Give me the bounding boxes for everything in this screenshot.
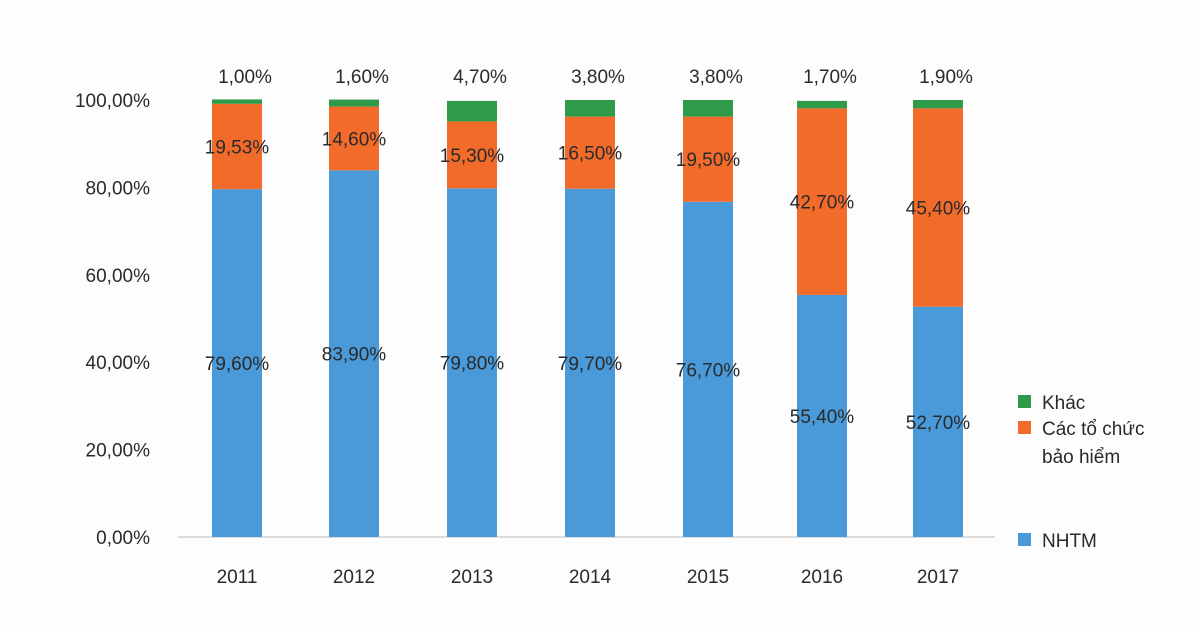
bar-segment-khác xyxy=(329,99,379,107)
data-label: 4,70% xyxy=(453,67,507,88)
legend-swatch xyxy=(1018,395,1031,408)
data-label: 83,90% xyxy=(322,345,387,366)
bar-segment-các-tổ-chức-bảo-hiểm xyxy=(447,121,497,189)
x-tick-label: 2011 xyxy=(217,567,258,588)
bar-segment-các-tổ-chức-bảo-hiểm xyxy=(212,103,262,190)
x-tick-label: 2017 xyxy=(917,567,959,588)
y-tick-label: 80,00% xyxy=(86,178,151,199)
x-tick-label: 2012 xyxy=(333,567,375,588)
bar-segment-các-tổ-chức-bảo-hiểm xyxy=(565,116,615,189)
data-label: 79,70% xyxy=(558,354,623,375)
y-tick-label: 20,00% xyxy=(86,441,151,462)
y-tick-label: 40,00% xyxy=(86,353,151,374)
bar-segment-các-tổ-chức-bảo-hiểm xyxy=(797,108,847,295)
legend-label: NHTM xyxy=(1042,531,1097,552)
x-tick-label: 2014 xyxy=(569,567,612,588)
legend-label: bảo hiểm xyxy=(1042,447,1120,468)
data-label: 1,00% xyxy=(218,67,272,88)
data-label: 1,90% xyxy=(919,67,973,88)
bar-segment-khác xyxy=(797,100,847,109)
bar-segment-các-tổ-chức-bảo-hiểm xyxy=(329,106,379,171)
data-label: 52,70% xyxy=(906,413,971,434)
data-label: 14,60% xyxy=(322,129,387,150)
data-label: 19,50% xyxy=(676,150,741,171)
bar-segment-nhtm xyxy=(447,188,497,538)
x-tick-label: 2016 xyxy=(801,567,843,588)
bar-segment-nhtm xyxy=(565,188,615,537)
data-label: 3,80% xyxy=(689,67,743,88)
data-label: 42,70% xyxy=(790,193,855,214)
legend-swatch xyxy=(1018,533,1031,546)
bar-segment-khác xyxy=(212,99,262,104)
bar-segment-khác xyxy=(683,100,733,117)
bar-segment-nhtm xyxy=(329,170,379,537)
y-tick-label: 100,00% xyxy=(75,91,150,112)
bar-segment-khác xyxy=(565,100,615,117)
y-tick-label: 60,00% xyxy=(86,266,151,287)
bar-segment-các-tổ-chức-bảo-hiểm xyxy=(683,116,733,202)
legend-swatch xyxy=(1018,421,1031,434)
bar-segment-khác xyxy=(447,100,497,122)
y-tick-label: 0,00% xyxy=(96,528,150,549)
bar-segment-nhtm xyxy=(683,201,733,538)
data-label: 79,60% xyxy=(205,354,270,375)
data-label: 16,50% xyxy=(558,144,623,165)
x-tick-label: 2015 xyxy=(687,567,729,588)
bar-segment-nhtm xyxy=(797,294,847,537)
data-label: 19,53% xyxy=(205,137,270,158)
data-label: 15,30% xyxy=(440,146,505,167)
data-label: 55,40% xyxy=(790,407,855,428)
legend-label: Khác xyxy=(1042,393,1085,414)
bar-segment-khác xyxy=(913,100,963,109)
bar-segment-nhtm xyxy=(212,189,262,537)
data-label: 79,80% xyxy=(440,354,505,375)
data-label: 76,70% xyxy=(676,360,741,381)
data-label: 1,60% xyxy=(335,67,389,88)
bar-segment-nhtm xyxy=(913,306,963,537)
x-tick-label: 2013 xyxy=(451,567,493,588)
data-label: 3,80% xyxy=(571,67,625,88)
data-label: 1,70% xyxy=(803,67,857,88)
data-label: 45,40% xyxy=(906,199,971,220)
bar-segment-các-tổ-chức-bảo-hiểm xyxy=(913,108,963,307)
legend-label: Các tổ chức xyxy=(1042,419,1144,440)
